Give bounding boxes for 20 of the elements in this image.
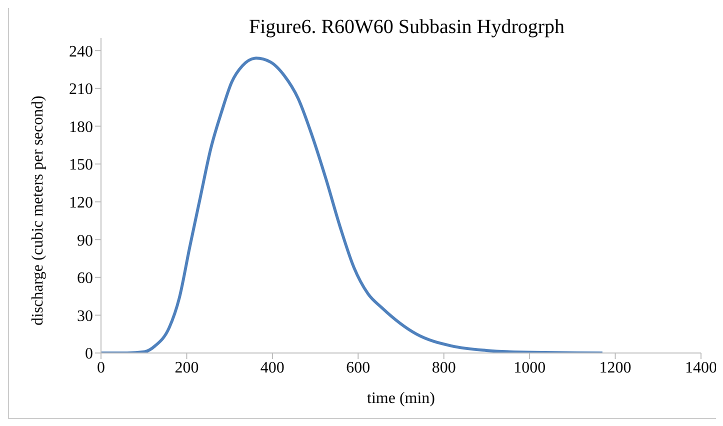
y-tick-label: 120 [69, 194, 93, 212]
line-series [101, 56, 604, 353]
x-tick-label: 400 [260, 359, 284, 376]
x-tick-label: 800 [432, 359, 456, 376]
x-axis-title: time (min) [367, 390, 435, 407]
x-tick-label: 600 [346, 359, 370, 376]
y-tick-label: 60 [77, 270, 93, 288]
x-tick-label: 1000 [514, 359, 546, 376]
x-tick-label: 0 [97, 359, 105, 376]
x-tick-label: 1200 [599, 359, 632, 376]
y-tick-label: 240 [69, 43, 93, 60]
y-tick-label: 150 [69, 156, 93, 174]
y-tick-label: 210 [69, 81, 93, 98]
y-tick-label: 90 [77, 232, 93, 250]
y-tick-label: 30 [77, 308, 93, 325]
chart-title: Figure6. R60W60 Subbasin Hydrogrph [249, 16, 565, 39]
y-axis-title: discharge (cubic meters per second) [30, 96, 47, 326]
x-tick-label: 200 [174, 359, 199, 376]
y-tick-label: 180 [69, 118, 93, 136]
y-tick-label: 0 [85, 346, 93, 363]
